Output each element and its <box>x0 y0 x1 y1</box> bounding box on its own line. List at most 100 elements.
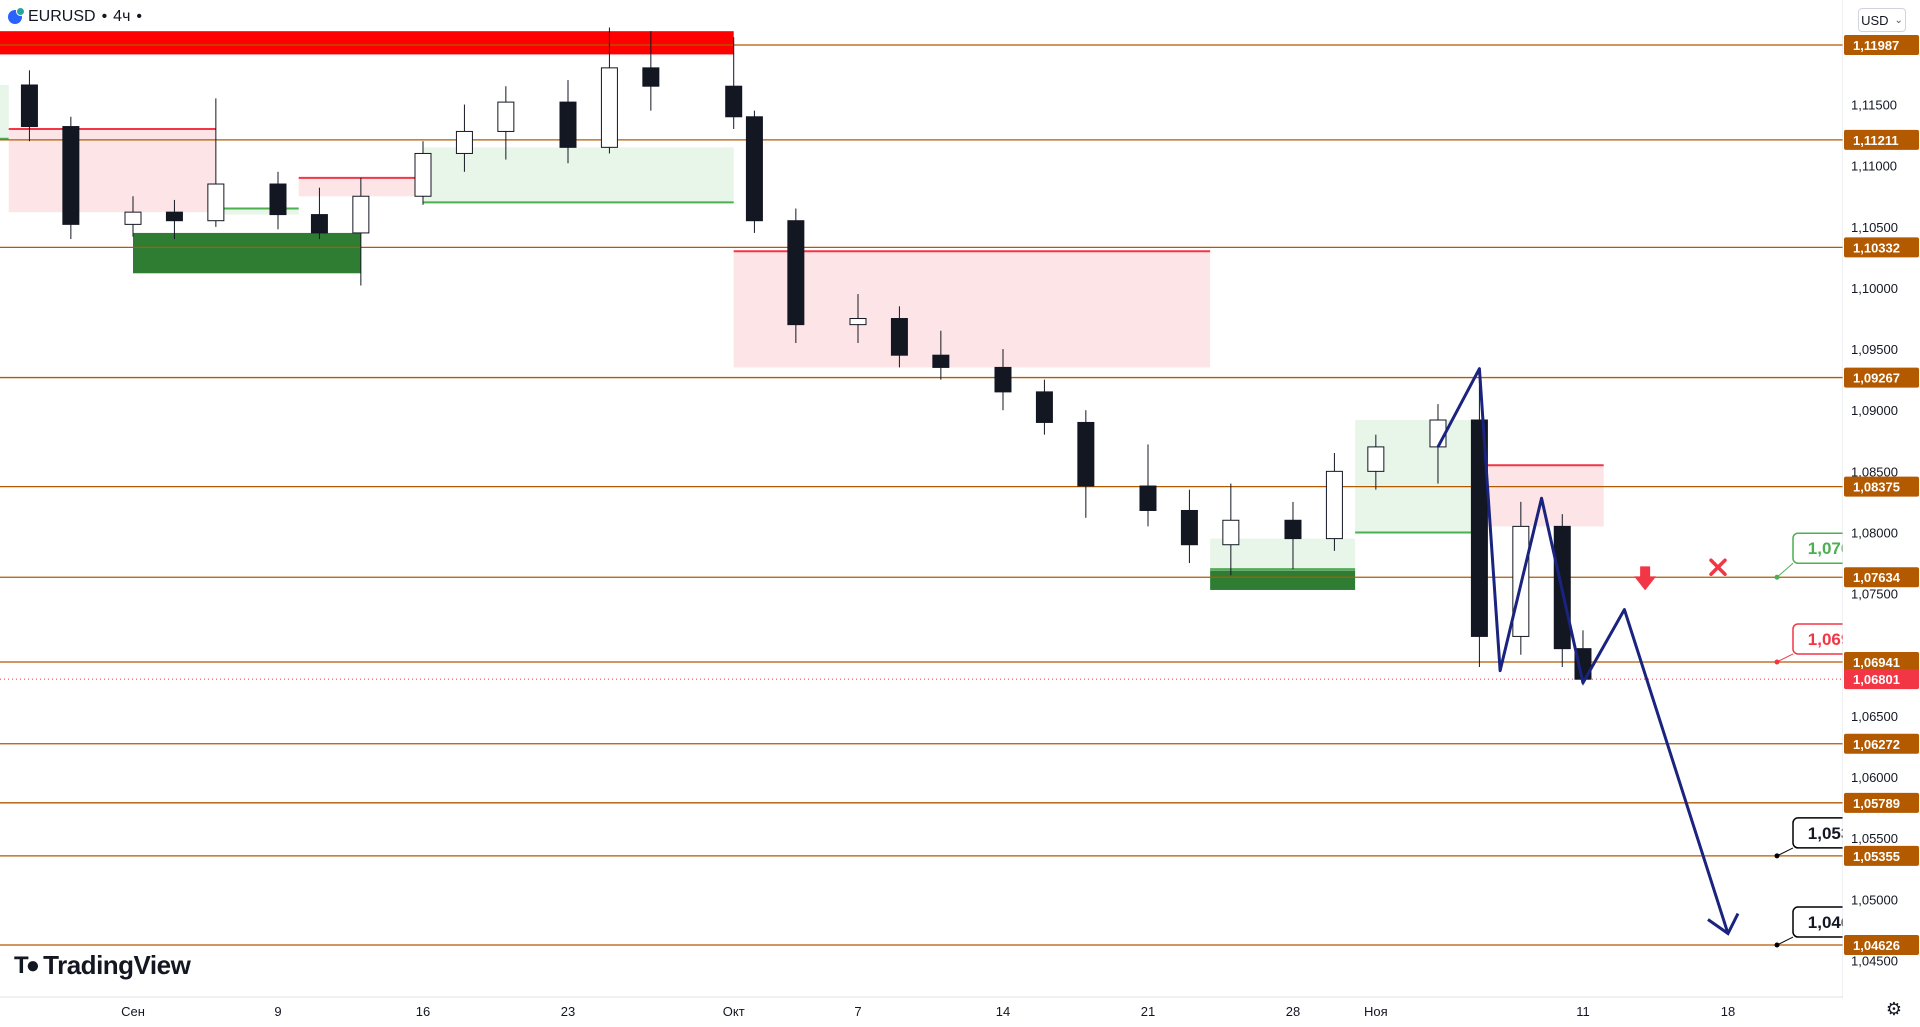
price-tick-label: 1,05500 <box>1851 831 1898 846</box>
price-axis-background <box>1843 0 1920 1027</box>
price-tick-label: 1,09000 <box>1851 403 1898 418</box>
supertrend-fill-bull <box>0 84 9 139</box>
time-tick-label: Ноя <box>1364 1004 1388 1019</box>
time-tick-label: 7 <box>854 1004 861 1019</box>
settings-icon[interactable]: ⚙ <box>1885 998 1903 1019</box>
price-tick-label: 1,11500 <box>1851 98 1897 113</box>
candle-body <box>165 211 183 222</box>
candle-body <box>62 126 80 225</box>
candle-body <box>600 67 618 148</box>
level-price-label: 1,04626 <box>1853 938 1900 953</box>
level-price-badge[interactable] <box>1844 35 1919 55</box>
tradingview-mark-icon: T● <box>14 951 40 979</box>
price-tick-label: 1,06000 <box>1851 770 1898 785</box>
tradingview-logo[interactable]: T● TradingView <box>14 950 191 981</box>
symbol-name[interactable]: EURUSD <box>28 8 96 25</box>
time-tick-label: 23 <box>561 1004 575 1019</box>
callout-pointer <box>1776 562 1794 578</box>
chevron-down-icon: ⌄ <box>1894 14 1903 26</box>
candle-body <box>1077 421 1095 487</box>
price-tick-label: 1,04500 <box>1851 953 1898 968</box>
candle-body <box>352 195 370 234</box>
supertrend-fill-bull <box>215 208 299 215</box>
candle-body <box>725 85 743 118</box>
price-tick-label: 1,09500 <box>1851 342 1898 357</box>
eurusd-flag-icon <box>8 7 25 24</box>
forecast-arrowhead-icon <box>1707 912 1740 936</box>
candle-body <box>310 214 328 234</box>
cancel-x-icon <box>1709 558 1727 576</box>
time-tick-label: 28 <box>1286 1004 1300 1019</box>
level-price-badge[interactable] <box>1844 792 1919 813</box>
time-tick-label: 11 <box>1576 1004 1590 1019</box>
interval-label[interactable]: 4ч <box>113 8 131 25</box>
level-price-label: 1,05789 <box>1853 796 1900 811</box>
level-price-label: 1,05355 <box>1853 849 1900 864</box>
level-price-badge[interactable] <box>1844 476 1919 497</box>
forecast-path <box>1436 367 1730 934</box>
levels-layer <box>0 44 1843 946</box>
candle-body <box>124 211 142 225</box>
candle-body <box>932 354 950 368</box>
level-price-label: 1,06941 <box>1853 655 1900 670</box>
level-price-label: 1,11211 <box>1853 133 1899 148</box>
price-tick-label: 1,08000 <box>1851 525 1898 540</box>
candle-body <box>745 116 763 222</box>
level-price-badge[interactable] <box>1844 367 1919 388</box>
supertrend-fill-bear <box>8 128 216 213</box>
candle-body <box>269 183 287 216</box>
candle-body <box>1180 509 1198 546</box>
candle-body <box>890 318 908 356</box>
price-tick-label: 1,07500 <box>1851 587 1898 602</box>
candle-body <box>20 84 38 128</box>
level-price-badge[interactable] <box>1844 845 1919 866</box>
candle-body <box>994 366 1012 393</box>
time-axis[interactable]: Сен 9 16 23 Окт 7 14 21 28 Ноя 11 18 <box>0 998 1843 1027</box>
candle-body <box>1035 391 1053 423</box>
level-price-label: 1,07634 <box>1853 570 1901 585</box>
level-price-badge[interactable] <box>1844 733 1919 754</box>
candle-body <box>1325 470 1343 540</box>
current-price-badge[interactable] <box>1844 669 1919 690</box>
forecast-layer <box>1436 367 1740 936</box>
candle-body <box>1284 519 1302 540</box>
candle-body <box>787 220 805 326</box>
level-price-badge[interactable] <box>1844 567 1919 588</box>
candle-body <box>414 152 432 197</box>
candle-body <box>849 318 867 326</box>
resistance-zone <box>0 31 734 55</box>
price-tick-label: 1,08500 <box>1851 464 1898 479</box>
header-separator: • <box>136 8 143 25</box>
price-axis[interactable]: 1,11500 1,11000 1,10500 1,10000 1,09500 1,090… <box>1843 0 1920 1027</box>
header-separator: • <box>101 8 108 25</box>
support-zone <box>133 232 361 274</box>
time-tick-label: 18 <box>1721 1004 1735 1019</box>
candle-body <box>642 67 660 87</box>
supertrend-fill-bull <box>1355 420 1480 533</box>
zones-layer <box>0 31 1356 590</box>
candle-body <box>1367 446 1385 472</box>
currency-selector[interactable]: USD ⌄ <box>1858 8 1906 32</box>
price-tick-label: 1,10000 <box>1851 281 1898 296</box>
time-tick-label: 21 <box>1141 1004 1155 1019</box>
candle-body <box>1222 519 1240 546</box>
symbol-header[interactable]: EURUSD • 4ч • <box>8 7 143 26</box>
candle-body <box>455 130 473 154</box>
level-price-badge[interactable] <box>1844 237 1919 258</box>
price-tick-label: 1,05000 <box>1851 892 1898 907</box>
level-price-label: 1,10332 <box>1853 240 1900 255</box>
level-price-badge[interactable] <box>1844 935 1919 956</box>
level-price-badge[interactable] <box>1844 651 1919 672</box>
supertrend-fill-bear <box>1479 465 1604 527</box>
time-tick-label: 9 <box>274 1004 281 1019</box>
supertrend-fill-bear <box>733 251 1211 368</box>
level-price-label: 1,09267 <box>1853 371 1900 386</box>
callout-pointer <box>1776 936 1794 946</box>
level-price-badge[interactable] <box>1844 129 1919 150</box>
level-price-label: 1,06272 <box>1853 737 1900 752</box>
supertrend-fill-bull <box>422 147 734 203</box>
time-tick-label: Сен <box>121 1004 145 1019</box>
